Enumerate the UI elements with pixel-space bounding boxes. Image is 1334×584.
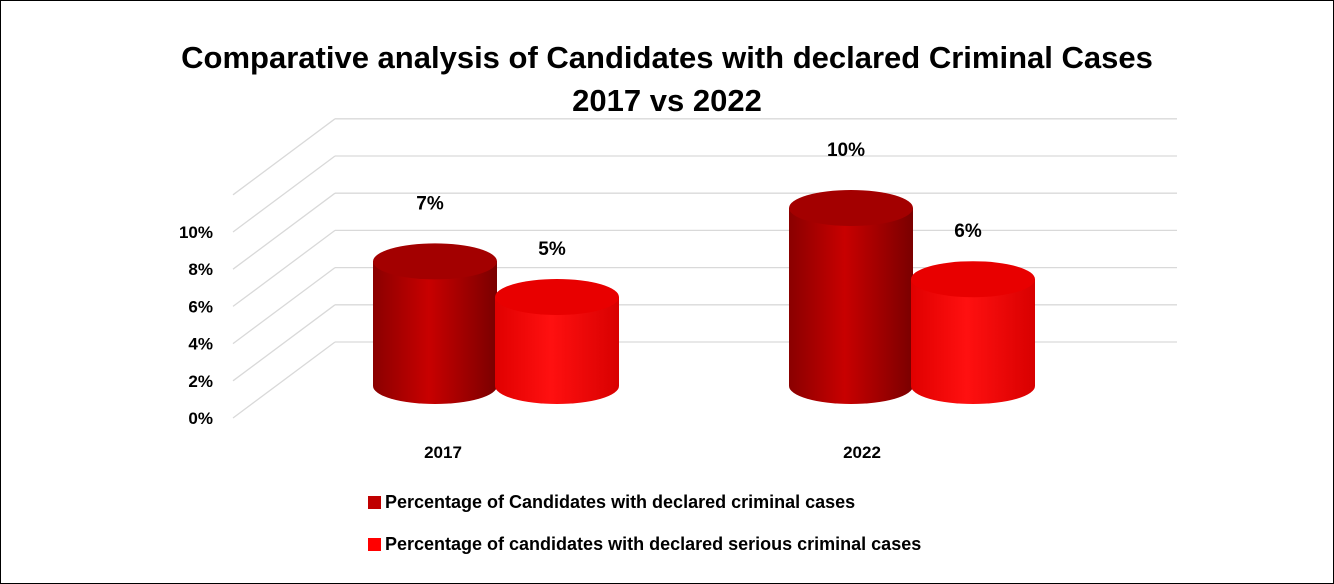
bar-cylinder-top [495,279,619,315]
bar-cylinder-body [373,261,497,404]
chart-title-line-2: 2017 vs 2022 [572,83,762,118]
gridline-diagonal [232,267,336,345]
bar-cylinder-top [911,261,1035,298]
data-label: 5% [538,239,566,260]
x-axis-categories: 2017 2022 [424,443,881,462]
y-tick-label: 4% [188,335,213,354]
data-label: 7% [416,193,444,214]
x-category-label: 2017 [424,443,462,462]
bar-cylinder-body [495,297,619,404]
chart-title-line-1: Comparative analysis of Candidates with … [181,40,1153,75]
y-tick-label: 8% [188,260,213,279]
y-tick-label: 6% [188,297,213,316]
bar-cylinder-body [789,208,913,404]
legend: Percentage of Candidates with declared c… [368,492,921,554]
gridline-diagonal [232,341,336,419]
y-tick-label: 0% [188,409,213,428]
legend-label: Percentage of Candidates with declared c… [385,492,855,512]
legend-swatch [368,496,381,509]
x-category-label: 2022 [843,443,881,462]
gridline-diagonal [232,192,336,270]
gridline-diagonal [232,118,336,196]
data-label: 6% [954,221,982,242]
data-labels: 7% 5% 10% 6% [416,140,982,260]
data-label: 10% [827,140,865,161]
bar-cylinder-top [789,190,913,226]
y-tick-label: 2% [188,372,213,391]
bars [373,190,1035,404]
gridline-diagonal [232,304,336,382]
gridline-diagonal [232,155,336,233]
bar-cylinder-body [911,279,1035,404]
legend-label: Percentage of candidates with declared s… [385,534,921,554]
bar-cylinder-top [373,243,497,280]
y-tick-label: 10% [179,223,213,242]
y-axis-ticks: 0% 2% 4% 6% 8% 10% [179,223,213,428]
gridline-diagonal [232,229,336,307]
legend-swatch [368,538,381,551]
